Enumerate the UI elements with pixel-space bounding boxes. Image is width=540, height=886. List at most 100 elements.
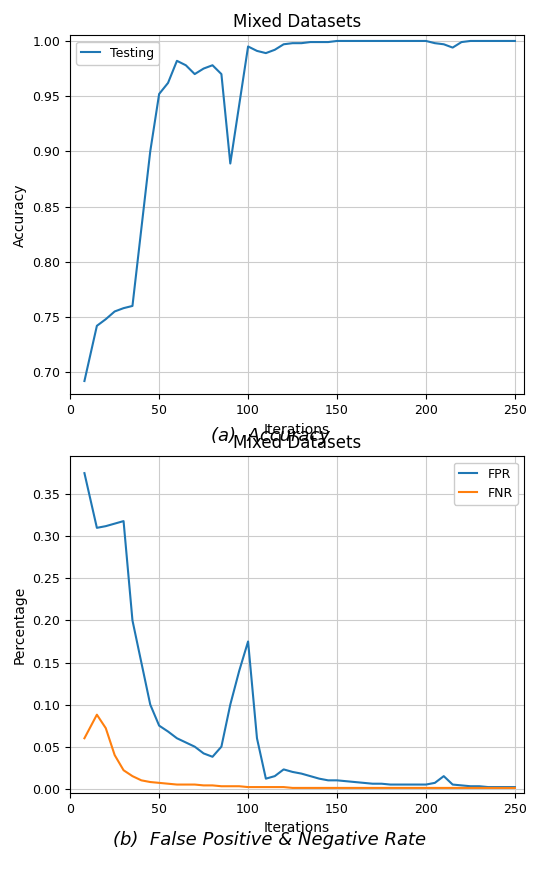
FNR: [227, 781, 233, 791]
FNR: [361, 782, 367, 793]
X-axis label: Iterations: Iterations: [264, 821, 330, 835]
FPR: [93, 523, 100, 533]
FPR: [227, 699, 233, 710]
FNR: [467, 782, 474, 793]
FPR: [458, 780, 465, 790]
Testing: [81, 376, 87, 386]
FPR: [494, 781, 501, 792]
FNR: [325, 782, 332, 793]
Testing: [361, 35, 367, 46]
FPR: [431, 778, 438, 789]
FPR: [387, 780, 394, 790]
Testing: [262, 48, 269, 58]
FPR: [476, 781, 483, 791]
FPR: [156, 720, 163, 731]
Testing: [423, 35, 429, 46]
FPR: [307, 771, 314, 781]
FPR: [503, 781, 509, 792]
FNR: [254, 781, 260, 792]
Testing: [387, 35, 394, 46]
FPR: [103, 521, 109, 532]
FNR: [431, 782, 438, 793]
FPR: [343, 776, 349, 787]
FPR: [218, 742, 225, 752]
Y-axis label: Percentage: Percentage: [13, 586, 27, 664]
FPR: [262, 773, 269, 784]
FPR: [147, 699, 153, 710]
Testing: [245, 41, 251, 51]
FPR: [369, 779, 376, 789]
FPR: [81, 468, 87, 478]
FPR: [174, 733, 180, 743]
FNR: [441, 782, 447, 793]
Legend: FPR, FNR: FPR, FNR: [454, 462, 517, 505]
Testing: [467, 35, 474, 46]
FNR: [200, 780, 207, 790]
FNR: [165, 779, 171, 789]
FNR: [138, 775, 145, 786]
FPR: [449, 780, 456, 790]
FNR: [316, 782, 322, 793]
Testing: [476, 35, 483, 46]
FPR: [352, 777, 358, 788]
FPR: [200, 748, 207, 758]
Testing: [307, 36, 314, 47]
FNR: [245, 781, 251, 792]
Testing: [111, 307, 118, 317]
Testing: [414, 35, 420, 46]
FPR: [138, 657, 145, 668]
FNR: [503, 782, 509, 793]
Testing: [138, 223, 145, 234]
FNR: [334, 782, 340, 793]
Testing: [227, 159, 233, 169]
FPR: [423, 780, 429, 790]
Line: FNR: FNR: [84, 715, 515, 788]
FPR: [396, 780, 402, 790]
FNR: [129, 771, 136, 781]
Testing: [458, 36, 465, 47]
FPR: [192, 742, 198, 752]
Testing: [183, 60, 189, 71]
FPR: [334, 775, 340, 786]
FPR: [245, 636, 251, 647]
FNR: [343, 782, 349, 793]
Testing: [174, 56, 180, 66]
FNR: [218, 781, 225, 791]
Testing: [147, 146, 153, 157]
FNR: [262, 781, 269, 792]
Testing: [298, 38, 305, 49]
Testing: [254, 45, 260, 56]
FNR: [289, 782, 296, 793]
FNR: [111, 750, 118, 760]
Title: Mixed Datasets: Mixed Datasets: [233, 13, 361, 31]
FPR: [485, 781, 491, 792]
FPR: [129, 615, 136, 626]
Legend: Testing: Testing: [77, 42, 159, 65]
Text: (b)  False Positive & Negative Rate: (b) False Positive & Negative Rate: [113, 831, 427, 849]
Testing: [103, 314, 109, 324]
FNR: [458, 782, 465, 793]
Text: (a)  Accuracy: (a) Accuracy: [211, 427, 329, 445]
FNR: [210, 780, 216, 790]
FPR: [441, 771, 447, 781]
FNR: [280, 781, 287, 792]
FNR: [93, 710, 100, 720]
FPR: [165, 727, 171, 737]
FPR: [183, 737, 189, 748]
FPR: [280, 764, 287, 774]
FNR: [494, 782, 501, 793]
FNR: [81, 733, 87, 743]
FNR: [387, 782, 394, 793]
Testing: [449, 43, 456, 53]
Testing: [192, 69, 198, 80]
FPR: [378, 779, 384, 789]
Testing: [93, 321, 100, 331]
FNR: [476, 782, 483, 793]
Testing: [210, 60, 216, 71]
FNR: [369, 782, 376, 793]
X-axis label: Iterations: Iterations: [264, 423, 330, 437]
FNR: [298, 782, 305, 793]
FPR: [111, 518, 118, 529]
FPR: [120, 516, 127, 526]
Testing: [316, 36, 322, 47]
